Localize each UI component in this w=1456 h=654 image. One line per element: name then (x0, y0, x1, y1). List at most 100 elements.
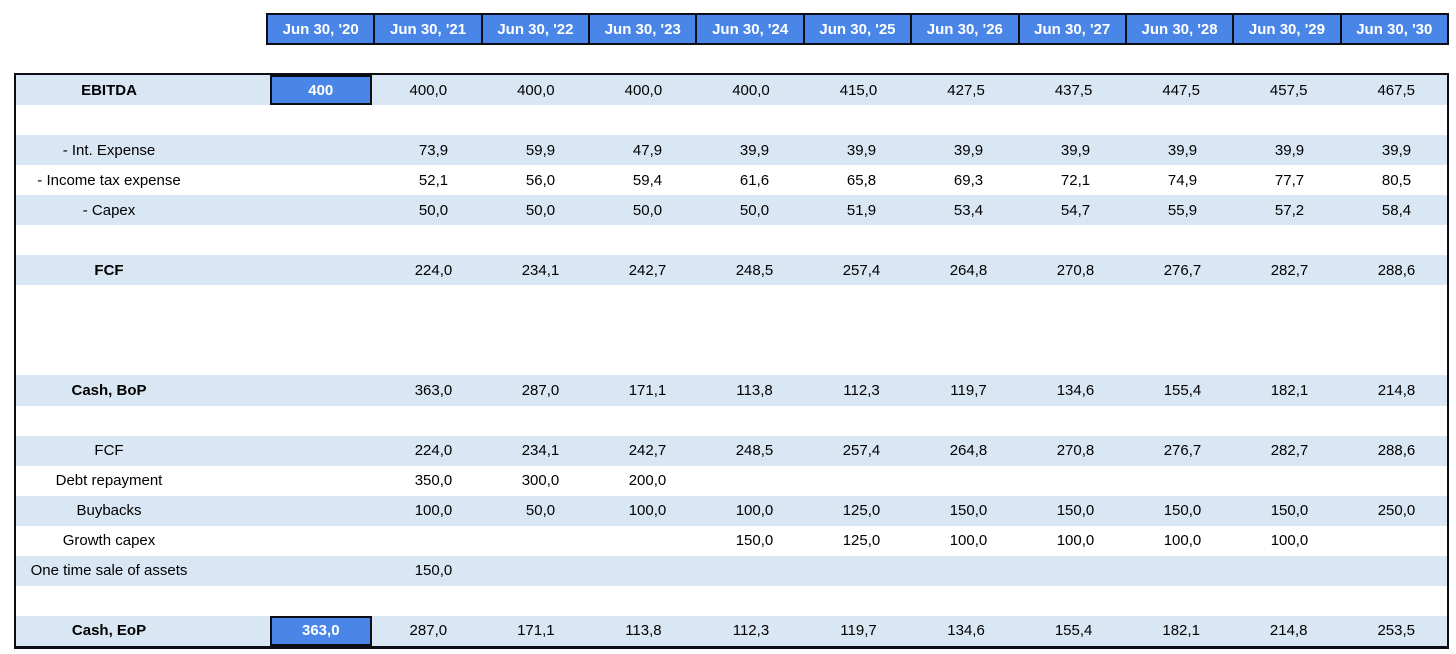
value-cell[interactable]: 234,1 (521, 442, 560, 460)
value-cell[interactable]: 112,3 (732, 622, 770, 640)
value-cell[interactable]: 50,0 (418, 201, 449, 219)
value-cell[interactable]: 125,0 (842, 532, 881, 550)
value-cell[interactable] (1340, 526, 1447, 556)
value-cell[interactable]: 77,7 (1274, 171, 1305, 189)
value-cell[interactable]: 69,3 (953, 171, 984, 189)
value-cell[interactable]: 39,9 (1274, 141, 1305, 159)
column-header-cell[interactable]: Jun 30, '20 (268, 15, 376, 43)
value-cell[interactable]: 300,0 (521, 472, 560, 490)
value-cell[interactable]: 270,8 (1056, 261, 1095, 279)
value-cell[interactable]: 150,0 (949, 502, 988, 520)
value-cell[interactable]: 224,0 (414, 261, 453, 279)
value-cell[interactable]: 437,5 (1054, 81, 1093, 99)
value-cell[interactable]: 56,0 (525, 171, 556, 189)
row-label[interactable]: Buybacks (76, 502, 142, 520)
value-cell[interactable]: 119,7 (950, 381, 987, 399)
value-cell[interactable] (1233, 466, 1340, 496)
value-cell[interactable]: 287,0 (521, 381, 560, 399)
value-cell[interactable]: 363,0 (414, 381, 453, 399)
value-cell[interactable]: 80,5 (1381, 171, 1412, 189)
value-cell[interactable]: 242,7 (628, 442, 667, 460)
value-cell[interactable] (1019, 466, 1126, 496)
value-cell[interactable] (484, 526, 591, 556)
value-cell[interactable] (1019, 556, 1126, 586)
value-cell[interactable]: 65,8 (846, 171, 877, 189)
value-cell[interactable]: 427,5 (947, 81, 985, 99)
value-cell[interactable]: 39,9 (953, 141, 984, 159)
value-cell[interactable]: 54,7 (1060, 201, 1091, 219)
value-cell[interactable]: 415,0 (839, 81, 878, 99)
value-cell[interactable]: 150,0 (1270, 502, 1309, 520)
value-cell[interactable]: 51,9 (846, 201, 877, 219)
value-cell[interactable] (270, 375, 377, 405)
value-cell[interactable]: 282,7 (1270, 442, 1309, 460)
value-cell[interactable]: 467,5 (1377, 81, 1416, 99)
column-header-cell[interactable]: Jun 30, '26 (912, 15, 1020, 43)
column-header-cell[interactable]: Jun 30, '27 (1019, 15, 1127, 43)
value-cell[interactable]: 50,0 (525, 502, 556, 520)
row-label[interactable]: Cash, EoP (71, 622, 147, 640)
value-cell[interactable]: 39,9 (1381, 141, 1412, 159)
value-cell[interactable]: 155,4 (1163, 381, 1202, 399)
value-cell[interactable]: 457,5 (1269, 81, 1308, 99)
value-cell[interactable]: 150,0 (414, 562, 453, 580)
value-cell[interactable] (270, 255, 377, 285)
value-cell[interactable] (270, 135, 377, 165)
value-cell[interactable]: 100,0 (628, 502, 667, 520)
value-cell[interactable]: 39,9 (1060, 141, 1091, 159)
highlight-input-cell[interactable]: 363,0 (270, 615, 372, 646)
row-label[interactable]: FCF (94, 442, 124, 460)
value-cell[interactable]: 100,0 (1163, 532, 1202, 550)
value-cell[interactable]: 150,0 (1056, 502, 1095, 520)
value-cell[interactable] (1126, 466, 1233, 496)
value-cell[interactable]: 50,0 (632, 201, 663, 219)
value-cell[interactable]: 55,9 (1167, 201, 1198, 219)
value-cell[interactable] (912, 466, 1019, 496)
value-cell[interactable]: 447,5 (1162, 81, 1200, 99)
value-cell[interactable]: 50,0 (525, 201, 556, 219)
value-cell[interactable]: 288,6 (1377, 261, 1416, 279)
value-cell[interactable]: 155,4 (1054, 622, 1093, 640)
value-cell[interactable]: 100,0 (735, 502, 774, 520)
column-header-cell[interactable]: Jun 30, '21 (375, 15, 483, 43)
column-header-cell[interactable]: Jun 30, '23 (590, 15, 698, 43)
value-cell[interactable]: 59,9 (525, 141, 556, 159)
value-cell[interactable]: 119,7 (840, 622, 877, 640)
column-header-cell[interactable]: Jun 30, '29 (1234, 15, 1342, 43)
value-cell[interactable]: 61,6 (739, 171, 770, 189)
value-cell[interactable]: 264,8 (949, 442, 988, 460)
value-cell[interactable]: 257,4 (842, 261, 881, 279)
value-cell[interactable] (805, 556, 912, 586)
row-label[interactable]: One time sale of assets (30, 562, 188, 580)
value-cell[interactable] (698, 556, 805, 586)
value-cell[interactable] (270, 436, 377, 466)
column-header-cell[interactable]: Jun 30, '22 (482, 15, 591, 43)
value-cell[interactable]: 270,8 (1056, 442, 1095, 460)
value-cell[interactable]: 400,0 (409, 81, 448, 99)
row-label[interactable]: EBITDA (81, 81, 137, 99)
value-cell[interactable]: 264,8 (949, 261, 988, 279)
value-cell[interactable]: 200,0 (628, 472, 667, 490)
value-cell[interactable]: 100,0 (1270, 532, 1309, 550)
value-cell[interactable]: 73,9 (418, 141, 449, 159)
row-label[interactable]: - Income tax expense (37, 171, 181, 189)
value-cell[interactable] (1340, 466, 1447, 496)
value-cell[interactable]: 282,7 (1270, 261, 1309, 279)
value-cell[interactable] (591, 556, 698, 586)
value-cell[interactable]: 234,1 (521, 261, 560, 279)
row-label[interactable]: Growth capex (62, 532, 156, 550)
value-cell[interactable]: 52,1 (418, 171, 449, 189)
column-header-cell[interactable]: Jun 30, '24 (697, 15, 805, 43)
value-cell[interactable]: 182,1 (1162, 622, 1200, 640)
highlight-input-cell[interactable]: 400 (270, 75, 372, 106)
column-header-cell[interactable]: Jun 30, '30 (1341, 15, 1447, 43)
value-cell[interactable]: 257,4 (842, 442, 881, 460)
value-cell[interactable] (912, 556, 1019, 586)
value-cell[interactable]: 113,8 (625, 622, 662, 640)
value-cell[interactable]: 248,5 (735, 261, 774, 279)
value-cell[interactable]: 74,9 (1167, 171, 1198, 189)
value-cell[interactable] (1233, 556, 1340, 586)
value-cell[interactable] (270, 526, 377, 556)
value-cell[interactable]: 53,4 (953, 201, 984, 219)
value-cell[interactable]: 59,4 (632, 171, 663, 189)
